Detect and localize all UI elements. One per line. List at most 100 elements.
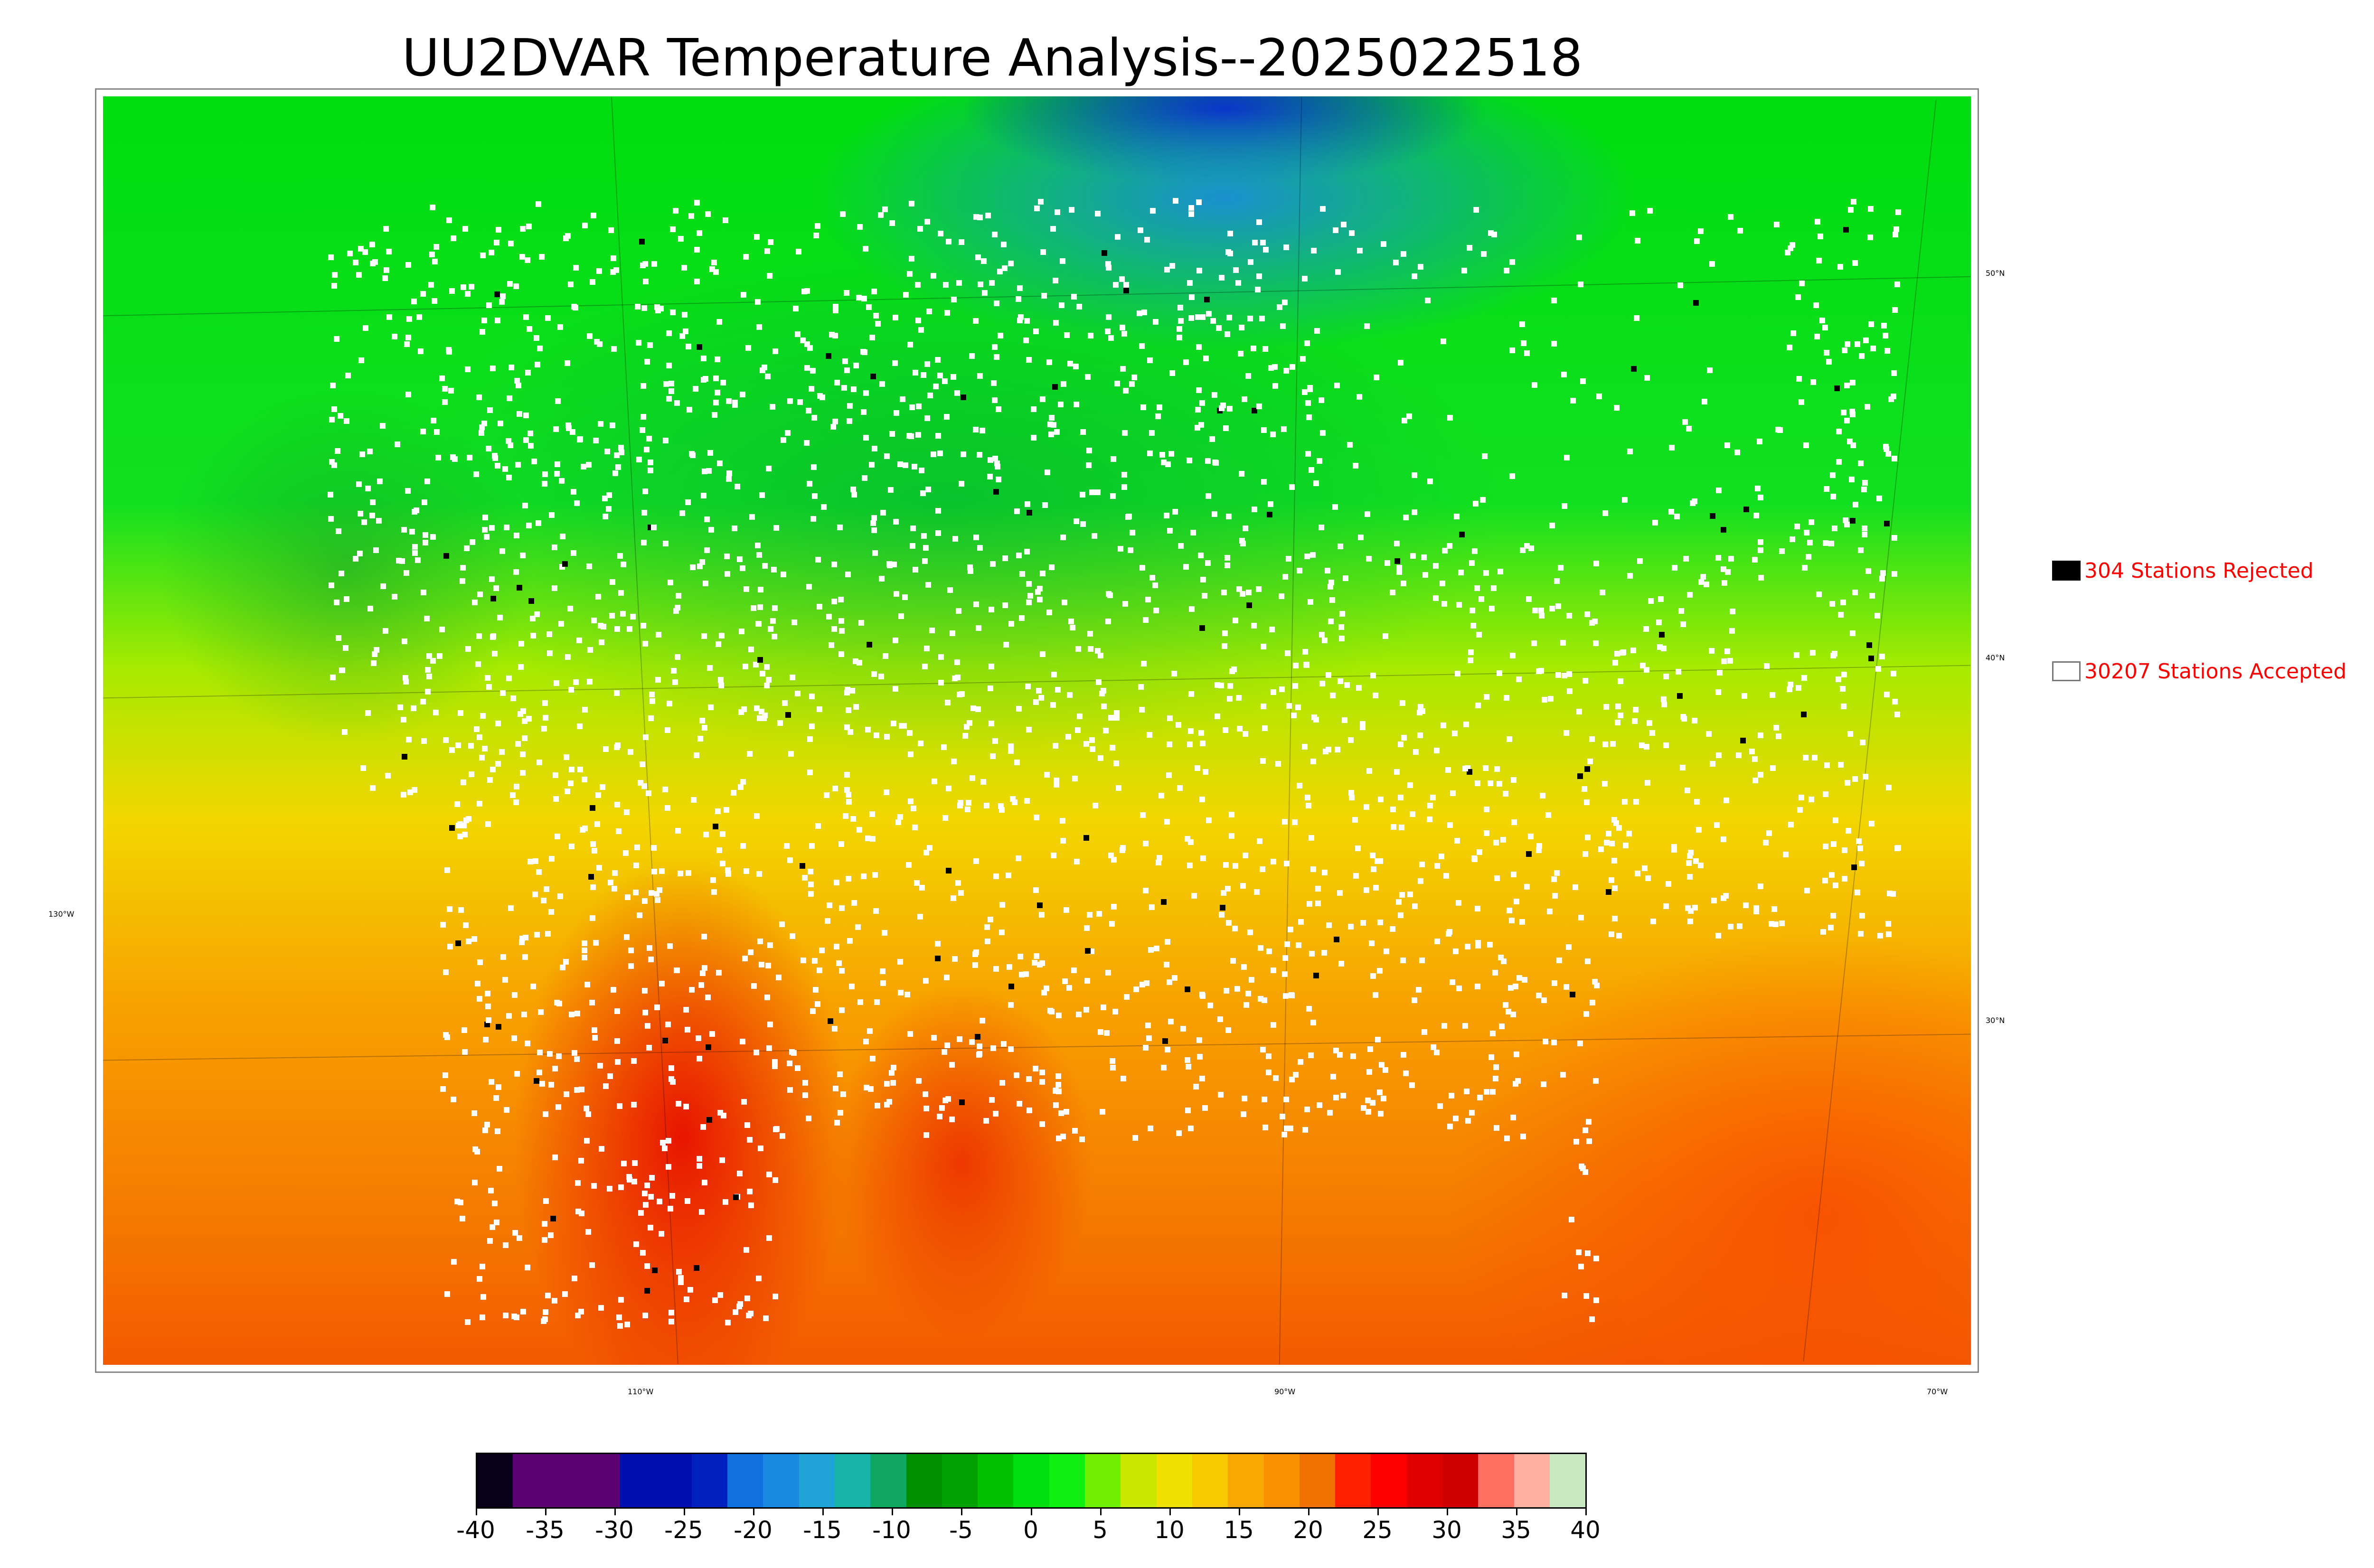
station-accepted-marker	[471, 936, 477, 942]
station-accepted-marker	[710, 877, 716, 883]
station-accepted-marker	[1249, 977, 1254, 983]
station-accepted-marker	[1183, 359, 1189, 365]
station-accepted-marker	[1842, 347, 1847, 353]
station-accepted-marker	[1668, 509, 1674, 515]
station-rejected-marker	[828, 1018, 833, 1024]
station-accepted-marker	[407, 789, 413, 795]
temperature-field-map[interactable]	[103, 96, 1971, 1365]
station-accepted-marker	[1682, 419, 1688, 425]
station-accepted-marker	[659, 868, 665, 874]
station-accepted-marker	[1582, 786, 1587, 792]
station-accepted-marker	[1700, 574, 1706, 580]
station-accepted-marker	[990, 561, 996, 567]
station-accepted-marker	[690, 452, 696, 458]
station-accepted-marker	[701, 633, 707, 639]
station-accepted-marker	[1298, 1059, 1303, 1065]
station-accepted-marker	[957, 1036, 962, 1042]
station-accepted-marker	[1360, 920, 1366, 926]
station-accepted-marker	[732, 526, 737, 531]
station-accepted-marker	[1357, 248, 1363, 254]
station-accepted-marker	[959, 481, 964, 487]
station-accepted-marker	[989, 1097, 995, 1103]
station-accepted-marker	[1716, 752, 1722, 758]
station-accepted-marker	[1227, 406, 1233, 412]
station-accepted-marker	[1342, 717, 1347, 723]
station-accepted-marker	[574, 1087, 580, 1093]
station-accepted-marker	[1620, 650, 1625, 656]
station-accepted-marker	[575, 1180, 581, 1186]
station-accepted-marker	[641, 510, 647, 516]
station-accepted-marker	[1128, 547, 1133, 553]
station-accepted-marker	[485, 1004, 491, 1009]
colorbar-segment	[584, 1454, 621, 1507]
station-accepted-marker	[916, 1078, 922, 1084]
station-accepted-marker	[1892, 535, 1897, 541]
station-accepted-marker	[1348, 924, 1354, 930]
station-accepted-marker	[1226, 315, 1232, 320]
station-accepted-marker	[1779, 548, 1785, 554]
station-accepted-marker	[552, 1155, 558, 1160]
station-accepted-marker	[509, 365, 514, 370]
station-accepted-marker	[1593, 561, 1599, 566]
station-accepted-marker	[1753, 513, 1759, 518]
station-accepted-marker	[655, 677, 661, 683]
station-rejected-marker	[1102, 250, 1107, 256]
station-accepted-marker	[1545, 812, 1551, 818]
station-accepted-marker	[1555, 672, 1561, 678]
station-accepted-marker	[1715, 689, 1721, 695]
station-accepted-marker	[513, 283, 519, 289]
station-accepted-marker	[624, 934, 630, 940]
station-accepted-marker	[1836, 429, 1842, 434]
station-accepted-marker	[839, 905, 845, 911]
station-accepted-marker	[838, 618, 844, 624]
station-accepted-marker	[642, 988, 648, 994]
station-accepted-marker	[1039, 1079, 1045, 1085]
station-accepted-marker	[1642, 865, 1648, 871]
station-accepted-marker	[335, 448, 340, 454]
station-accepted-marker	[1341, 222, 1347, 227]
station-accepted-marker	[1627, 449, 1633, 454]
station-accepted-marker	[947, 587, 953, 593]
station-accepted-marker	[1403, 1070, 1409, 1076]
station-accepted-marker	[1350, 1053, 1356, 1059]
station-accepted-marker	[1023, 338, 1029, 343]
station-accepted-marker	[1283, 1097, 1289, 1102]
station-accepted-marker	[801, 289, 807, 294]
station-accepted-marker	[1645, 780, 1650, 786]
station-accepted-marker	[1366, 1109, 1371, 1115]
station-accepted-marker	[344, 596, 349, 602]
station-rejected-marker	[443, 553, 449, 559]
station-accepted-marker	[772, 1177, 778, 1183]
station-accepted-marker	[614, 1038, 620, 1044]
station-accepted-marker	[808, 882, 814, 887]
station-accepted-marker	[1566, 613, 1572, 619]
station-accepted-marker	[455, 742, 461, 748]
station-accepted-marker	[926, 309, 932, 314]
accepted-swatch-icon	[2052, 661, 2081, 681]
station-accepted-marker	[1799, 281, 1805, 286]
station-accepted-marker	[681, 265, 687, 271]
station-accepted-marker	[1783, 852, 1789, 857]
station-accepted-marker	[1110, 1065, 1116, 1070]
temperature-colorbar	[476, 1453, 1587, 1509]
station-accepted-marker	[590, 279, 595, 285]
station-accepted-marker	[1275, 761, 1281, 767]
station-accepted-marker	[1311, 248, 1317, 254]
colorbar-segment	[1156, 1454, 1192, 1507]
station-accepted-marker	[1159, 793, 1164, 798]
station-accepted-marker	[641, 414, 646, 420]
station-accepted-marker	[874, 732, 879, 738]
station-accepted-marker	[1089, 489, 1095, 495]
station-accepted-marker	[1187, 863, 1193, 868]
station-accepted-marker	[371, 660, 377, 666]
station-accepted-marker	[888, 487, 894, 493]
station-accepted-marker	[1037, 597, 1043, 602]
station-accepted-marker	[1237, 726, 1243, 732]
station-accepted-marker	[1433, 563, 1439, 569]
station-accepted-marker	[1064, 907, 1069, 913]
station-accepted-marker	[498, 421, 503, 426]
station-accepted-marker	[1054, 429, 1060, 435]
station-accepted-marker	[935, 433, 941, 439]
station-accepted-marker	[1131, 375, 1137, 380]
station-accepted-marker	[552, 1298, 557, 1304]
